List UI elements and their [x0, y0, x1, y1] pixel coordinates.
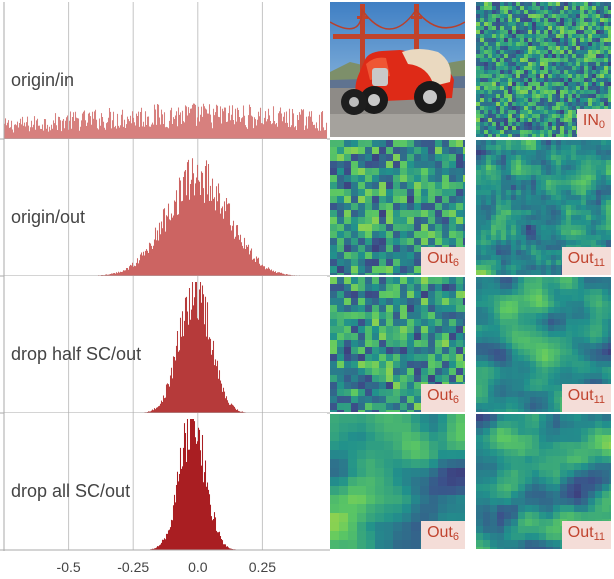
- histogram-panels: origin/in origin/out drop half SC/out drop …: [0, 2, 330, 551]
- feature-map-label: Out6: [421, 247, 465, 275]
- histogram-panel: drop all SC/out: [0, 413, 330, 551]
- x-tick-label: -0.25: [117, 559, 149, 575]
- feature-map-in0: IN0: [476, 2, 611, 137]
- panel-label: origin/out: [11, 207, 85, 227]
- histogram-panel: drop half SC/out: [0, 276, 330, 414]
- x-tick-label: -0.5: [57, 559, 81, 575]
- x-tick-label: 0.25: [249, 559, 276, 575]
- feature-map-label: Out11: [561, 384, 611, 412]
- panel-label: drop all SC/out: [11, 481, 130, 501]
- feature-map-out6-drop-half: Out6: [330, 277, 465, 412]
- photo-red-hotrod-golden-gate: [330, 2, 465, 137]
- feature-map-out6-drop-all: Out6: [330, 414, 465, 549]
- histogram-panel: origin/out: [0, 139, 330, 277]
- feature-map-label: Out11: [561, 521, 611, 549]
- feature-map-out6-origin: Out6: [330, 140, 465, 275]
- feature-map-out11-drop-half: Out11: [476, 277, 611, 412]
- feature-map-out11-origin: Out11: [476, 140, 611, 275]
- feature-map-label: IN0: [576, 109, 611, 137]
- feature-map-label: Out6: [421, 521, 465, 549]
- feature-map-out11-drop-all: Out11: [476, 414, 611, 549]
- x-tick-labels: -0.5 -0.25 0.0 0.25: [57, 559, 277, 575]
- panel-label: drop half SC/out: [11, 344, 141, 364]
- histogram-panel: origin/in: [0, 2, 330, 140]
- histogram-chart: origin/in origin/out drop half SC/out drop …: [0, 2, 330, 575]
- feature-map-label: Out6: [421, 384, 465, 412]
- panel-label: origin/in: [11, 70, 74, 90]
- feature-map-label: Out11: [561, 247, 611, 275]
- x-tick-label: 0.0: [188, 559, 208, 575]
